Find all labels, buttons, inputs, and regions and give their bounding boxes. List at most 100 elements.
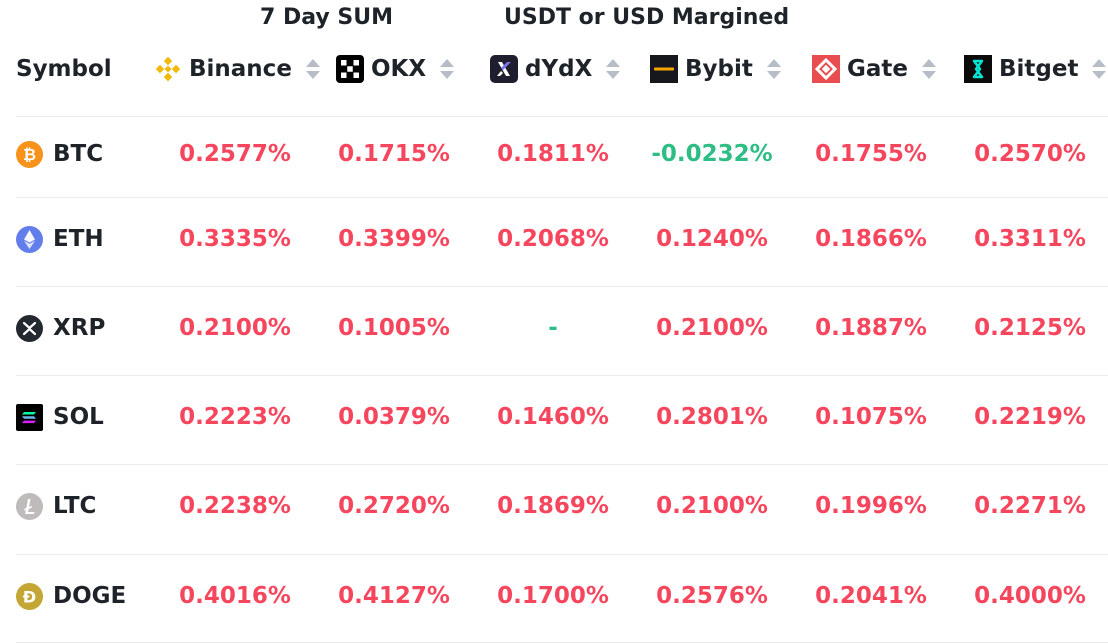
row-divider bbox=[16, 197, 1108, 198]
symbol-name: BTC bbox=[53, 141, 104, 167]
symbol-cell: ₿ BTC bbox=[16, 110, 103, 198]
table-row[interactable]: ETH 0.3335% 0.3399% 0.2068% 0.1240% 0.18… bbox=[16, 195, 1108, 283]
sort-descending-icon bbox=[922, 71, 936, 79]
symbol-cell: Ð DOGE bbox=[16, 552, 126, 640]
sort-ascending-icon bbox=[766, 59, 781, 67]
header-divider bbox=[16, 116, 1108, 117]
gate-column-header[interactable]: Gate bbox=[812, 50, 936, 88]
symbol-column-header: Symbol bbox=[16, 56, 112, 82]
funding-rate-cell: 0.1811% bbox=[497, 141, 609, 167]
bybit-column-header[interactable]: Bybit bbox=[650, 50, 781, 88]
sort-ascending-icon bbox=[305, 59, 320, 67]
funding-rate-cell: 0.3311% bbox=[974, 226, 1086, 252]
doge-coin-icon: Ð bbox=[16, 582, 43, 610]
funding-rate-cell: 0.3399% bbox=[338, 226, 450, 252]
funding-rate-cell: 0.3335% bbox=[179, 226, 291, 252]
funding-rate-cell: 0.1075% bbox=[815, 404, 927, 430]
dydx-column-header[interactable]: dYdX bbox=[490, 50, 621, 88]
sort-descending-icon bbox=[305, 71, 320, 79]
funding-rate-cell: 0.1996% bbox=[815, 493, 927, 519]
row-divider bbox=[16, 375, 1108, 376]
funding-rate-cell: 0.2219% bbox=[974, 404, 1086, 430]
exchange-name: dYdX bbox=[525, 56, 593, 82]
sort-ascending-icon bbox=[440, 59, 455, 67]
funding-rate-cell: 0.4000% bbox=[974, 583, 1086, 609]
symbol-cell: ETH bbox=[16, 195, 104, 283]
symbol-name: LTC bbox=[53, 493, 97, 519]
funding-rate-cell: 0.1240% bbox=[656, 226, 768, 252]
binance-column-header[interactable]: Binance bbox=[154, 50, 320, 88]
funding-rate-cell: - bbox=[548, 315, 558, 341]
funding-rate-cell: 0.2271% bbox=[974, 493, 1086, 519]
funding-rate-cell: 0.4127% bbox=[338, 583, 450, 609]
exchange-name: Bitget bbox=[999, 56, 1079, 82]
table-row[interactable]: LTC 0.2238% 0.2720% 0.1869% 0.2100% 0.19… bbox=[16, 462, 1108, 550]
table-row[interactable]: Ð DOGE 0.4016% 0.4127% 0.1700% 0.2576% 0… bbox=[16, 552, 1108, 640]
sort-toggle[interactable] bbox=[766, 59, 781, 79]
exchange-name: Binance bbox=[189, 56, 292, 82]
funding-rate-cell: 0.1715% bbox=[338, 141, 450, 167]
funding-rate-cell: 0.4016% bbox=[179, 583, 291, 609]
row-divider bbox=[16, 642, 1108, 643]
symbol-cell: LTC bbox=[16, 462, 96, 550]
symbol-cell: SOL bbox=[16, 373, 104, 461]
funding-rate-cell: 0.1869% bbox=[497, 493, 609, 519]
sort-toggle[interactable] bbox=[440, 59, 455, 79]
table-header: Symbol Binance bbox=[16, 50, 1108, 88]
sort-toggle[interactable] bbox=[606, 59, 621, 79]
funding-rate-cell: 0.2223% bbox=[179, 404, 291, 430]
sort-toggle[interactable] bbox=[1092, 59, 1107, 79]
funding-rate-cell: 0.0379% bbox=[338, 404, 450, 430]
funding-rate-cell: 0.2720% bbox=[338, 493, 450, 519]
funding-rate-cell: 0.2801% bbox=[656, 404, 768, 430]
funding-rate-cell: 0.2577% bbox=[179, 141, 291, 167]
bitget-column-header[interactable]: Bitget bbox=[964, 50, 1107, 88]
sort-ascending-icon bbox=[922, 59, 936, 67]
margin-type-label: USDT or USD Margined bbox=[504, 5, 790, 30]
sort-toggle[interactable] bbox=[922, 59, 936, 79]
funding-rate-cell: 0.2100% bbox=[179, 315, 291, 341]
sort-ascending-icon bbox=[1092, 59, 1107, 67]
funding-rate-cell: 0.2238% bbox=[179, 493, 291, 519]
funding-rate-cell: 0.2100% bbox=[656, 315, 768, 341]
ltc-coin-icon bbox=[16, 492, 43, 520]
svg-text:Ð: Ð bbox=[23, 587, 36, 606]
table-row[interactable]: SOL 0.2223% 0.0379% 0.1460% 0.2801% 0.10… bbox=[16, 373, 1108, 461]
svg-text:₿: ₿ bbox=[23, 145, 36, 164]
sort-descending-icon bbox=[440, 71, 455, 79]
funding-rate-cell: 0.1460% bbox=[497, 404, 609, 430]
funding-rate-cell: 0.1755% bbox=[815, 141, 927, 167]
table-row[interactable]: ₿ BTC 0.2577% 0.1715% 0.1811% -0.0232% 0… bbox=[16, 110, 1108, 198]
funding-rate-cell: -0.0232% bbox=[651, 141, 773, 167]
sort-descending-icon bbox=[1092, 71, 1107, 79]
binance-logo-icon bbox=[154, 55, 182, 83]
funding-rate-cell: 0.1866% bbox=[815, 226, 927, 252]
symbol-name: SOL bbox=[53, 404, 104, 430]
eth-coin-icon bbox=[16, 225, 43, 253]
okx-logo-icon bbox=[336, 55, 364, 83]
funding-rate-cell: 0.2041% bbox=[815, 583, 927, 609]
exchange-name: Bybit bbox=[685, 56, 753, 82]
row-divider bbox=[16, 286, 1108, 287]
funding-rate-cell: 0.2576% bbox=[656, 583, 768, 609]
table-row[interactable]: XRP 0.2100% 0.1005% - 0.2100% 0.1887% 0.… bbox=[16, 284, 1108, 372]
symbol-name: ETH bbox=[53, 226, 104, 252]
funding-rate-cell: 0.2068% bbox=[497, 226, 609, 252]
exchange-name: OKX bbox=[371, 56, 427, 82]
sort-toggle[interactable] bbox=[305, 59, 320, 79]
symbol-name: DOGE bbox=[53, 583, 127, 609]
xrp-coin-icon bbox=[16, 314, 43, 342]
sort-descending-icon bbox=[606, 71, 621, 79]
symbol-cell: XRP bbox=[16, 284, 105, 372]
funding-rate-cell: 0.2125% bbox=[974, 315, 1086, 341]
sort-ascending-icon bbox=[606, 59, 621, 67]
btc-coin-icon: ₿ bbox=[16, 140, 43, 168]
period-label: 7 Day SUM bbox=[260, 5, 393, 30]
funding-rate-cell: 0.2100% bbox=[656, 493, 768, 519]
funding-rate-cell: 0.1887% bbox=[815, 315, 927, 341]
gate-logo-icon bbox=[812, 55, 840, 83]
sort-descending-icon bbox=[766, 71, 781, 79]
okx-column-header[interactable]: OKX bbox=[336, 50, 455, 88]
dydx-logo-icon bbox=[490, 55, 518, 83]
row-divider bbox=[16, 464, 1108, 465]
